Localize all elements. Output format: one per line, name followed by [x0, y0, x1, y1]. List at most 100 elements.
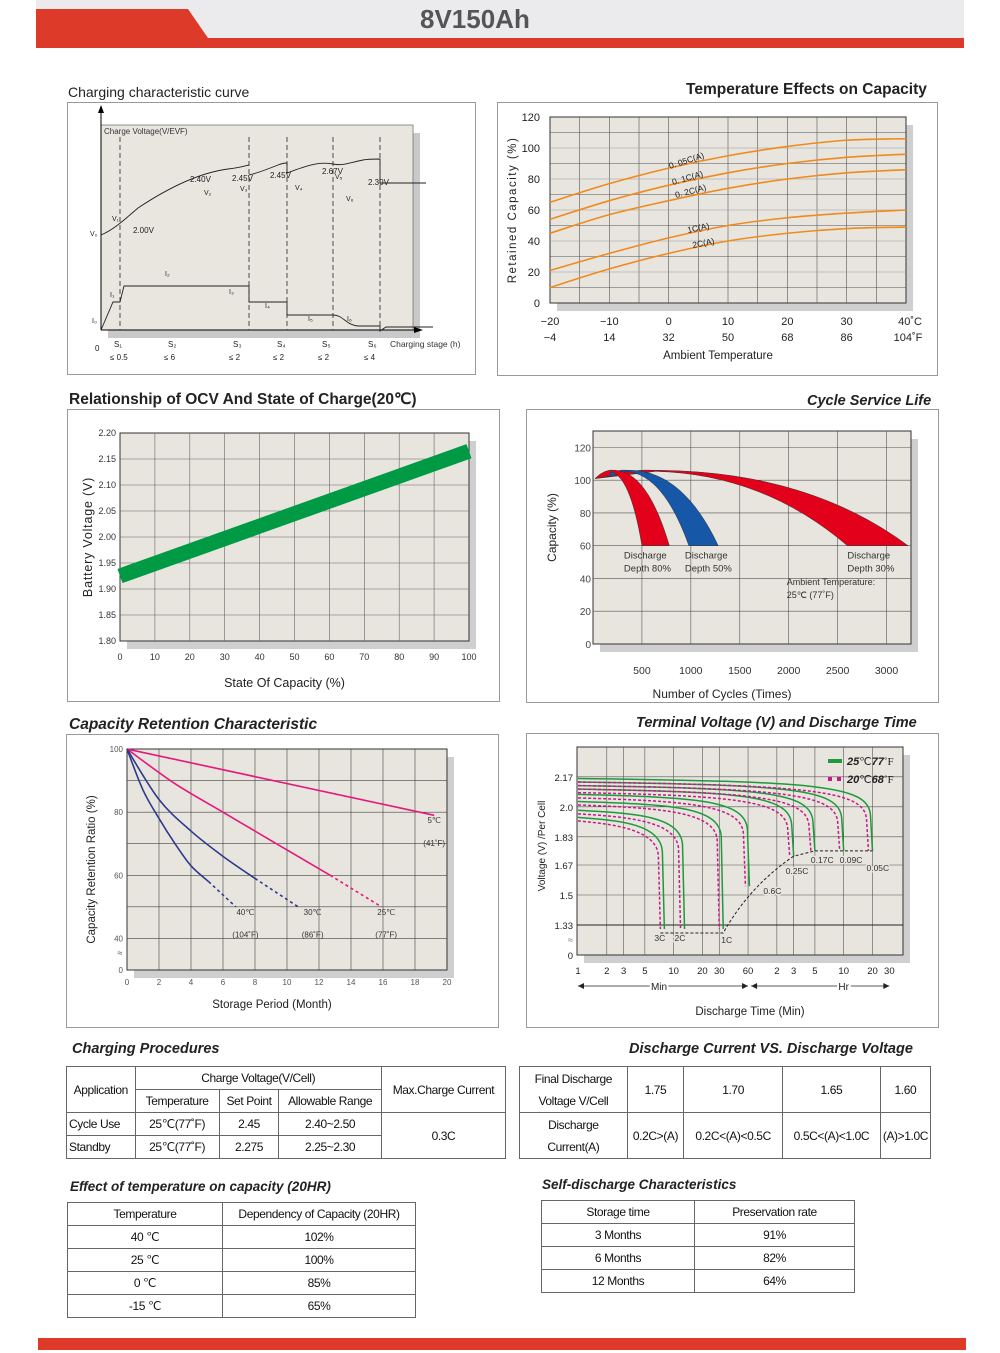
band-label: Depth 50% [685, 564, 733, 575]
table-row: 25 ℃ 100% [67, 1248, 416, 1272]
y-tick-label: 1.85 [98, 610, 116, 620]
voltage-point: V₃ [240, 186, 248, 193]
current-point: I₃ [229, 289, 234, 296]
table-row: 0 ℃ 85% [67, 1271, 416, 1295]
series-label: (86˚F) [302, 930, 324, 939]
x-tick-label: 2000 [777, 665, 801, 677]
cell-temp: -15 ℃ [67, 1294, 223, 1318]
cell-voltage: 1.70 [683, 1066, 783, 1113]
temp-effects-panel: 0 20 40 60 80 100 120 −20 −10 0 10 20 30 40˚C −4 14 32 50… [497, 102, 938, 376]
cell-temp: 0 ℃ [67, 1271, 223, 1295]
series-label: 1C(A) [686, 221, 710, 235]
x-tick-label: 2500 [826, 665, 850, 677]
cell-set: 2.45 [218, 1112, 280, 1136]
y-tick-label: 2.15 [98, 454, 116, 464]
cell-current: 0.2C<(A)<0.5C [683, 1112, 783, 1159]
series-line [549, 153, 907, 221]
cell-time: 12 Months [541, 1269, 695, 1293]
y-tick-label: 1.83 [555, 833, 574, 844]
th-dependency: Dependency of Capacity (20HR) [222, 1202, 416, 1226]
table-row: 40 ℃ 102% [67, 1225, 416, 1249]
discharge-curve-20c [577, 791, 791, 857]
cycle-band [594, 469, 670, 546]
cell-rate: 82% [694, 1246, 855, 1270]
y-tick-label: 0 [585, 640, 591, 651]
y-tick-label: 0 [119, 966, 124, 975]
x-tick-label: 1000 [679, 665, 703, 677]
stage-name: S₄ [277, 340, 286, 349]
cell-current: 0.2C>(A) [626, 1112, 685, 1159]
th-temperature: Temperature [134, 1089, 220, 1113]
stage-duration: ≤ 6 [164, 353, 176, 362]
current-point: I₆ [347, 316, 352, 323]
voltage-label: 2.00V [133, 226, 155, 235]
th-preservation-rate: Preservation rate [694, 1200, 855, 1224]
x-tick-label: 50 [289, 652, 299, 662]
current-point: I₅ [308, 316, 313, 323]
product-title: 8V150Ah [420, 4, 530, 34]
cell-value: 85% [222, 1271, 416, 1295]
voltage-point: V₁ [112, 216, 120, 223]
y-tick-label: 100 [574, 476, 591, 487]
current-point: I₄ [265, 303, 270, 310]
retention-chart: 0 40 60 80 100 ≈0 2 4 6 8 10 12 14 16 18 20 Storage Peri… [86, 745, 454, 1011]
x-tick-label-c: 30 [841, 316, 853, 328]
stage-name: S₃ [233, 340, 242, 349]
y-tick-label: 80 [528, 174, 540, 186]
retention-line [126, 748, 256, 880]
rate-label: 0.25C [786, 866, 809, 876]
cell-voltage: 1.65 [782, 1066, 881, 1113]
x-tick-label-f: 104˚F [894, 332, 923, 344]
charge-voltage-axis-label: Charge Voltage(V/EVF) [104, 127, 188, 136]
terminal-panel: 0 1.33 1.5 1.67 1.83 2.0 2.17 ≈1 2 3 5 10 20 30 60 2 3 5 1… [526, 733, 939, 1028]
ocv-chart: 1.80 1.85 1.90 1.95 2.00 2.05 2.10 2.15 2.20 0 10 2… [81, 428, 477, 690]
band-label: Discharge [685, 551, 728, 562]
y-tick-label: 80 [114, 808, 123, 817]
y-tick-label: 1.95 [98, 558, 116, 568]
y-tick-label: 60 [114, 871, 123, 880]
retention-line [126, 748, 210, 883]
axis-break-icon: ≈ [118, 948, 123, 958]
voltage-label: 2.40V [190, 175, 212, 184]
cell-value: 102% [222, 1225, 416, 1249]
retention-line-extrapolated [254, 877, 299, 908]
x-tick-label: 90 [429, 652, 439, 662]
y-tick-label: 2.20 [98, 428, 116, 438]
cycle-band [594, 469, 909, 546]
cell-current: 0.5C<(A)<1.0C [782, 1112, 881, 1159]
retention-line-extrapolated [208, 881, 237, 908]
legend-label: 25℃77˚F [846, 756, 894, 768]
unit-min-label: Min [651, 982, 667, 993]
x-tick-label: 0 [125, 978, 130, 987]
temp-effect-table-title: Effect of temperature on capacity (20HR) [70, 1179, 331, 1194]
current-curve [100, 285, 433, 332]
x-axis-label: Discharge Time (Min) [695, 1006, 804, 1018]
stage-duration: ≤ 0.5 [110, 353, 128, 362]
y-tick-label: 100 [110, 745, 124, 754]
th-application: Application [66, 1066, 136, 1113]
y-tick-label: 0 [568, 951, 573, 962]
rate-label: 0.05C [866, 863, 889, 873]
charging-curve-panel: Charge Voltage(V/EVF) 0 S₁ ≤ 0.5 S₂ ≤ 6 S₃ ≤ 2… [67, 102, 476, 375]
y-tick-label: 1.5 [560, 891, 573, 902]
charging-curve-chart: Charge Voltage(V/EVF) 0 S₁ ≤ 0.5 S₂ ≤ 6 S₃ ≤ 2… [90, 105, 461, 362]
th-charge-voltage: Charge Voltage(V/Cell) [134, 1066, 382, 1090]
x-tick-label-c: 40˚C [898, 316, 922, 328]
arrow-head [883, 983, 890, 989]
table-row: Standby 25℃(77˚F) 2.275 2.25~2.30 [66, 1135, 506, 1159]
discharge-curve-25c [577, 781, 845, 851]
y-tick-label: 20 [580, 607, 592, 618]
axis-break-icon: ≈ [568, 935, 573, 945]
x-tick-label: 60 [743, 966, 754, 977]
y-tick-label: 2.10 [98, 480, 116, 490]
discharge-curve-20c [577, 820, 662, 930]
discharge-curve-20c [577, 788, 812, 851]
series-label: 5℃ [427, 816, 440, 825]
cell-set: 2.275 [218, 1135, 280, 1159]
y-tick-label: 40 [528, 236, 540, 248]
table-row: 12 Months 64% [541, 1269, 855, 1293]
voltage-point: V₀ [90, 231, 98, 238]
x-tick-label: 10 [150, 652, 160, 662]
x-tick-label: 70 [359, 652, 369, 662]
retention-line-extrapolated [329, 874, 382, 908]
